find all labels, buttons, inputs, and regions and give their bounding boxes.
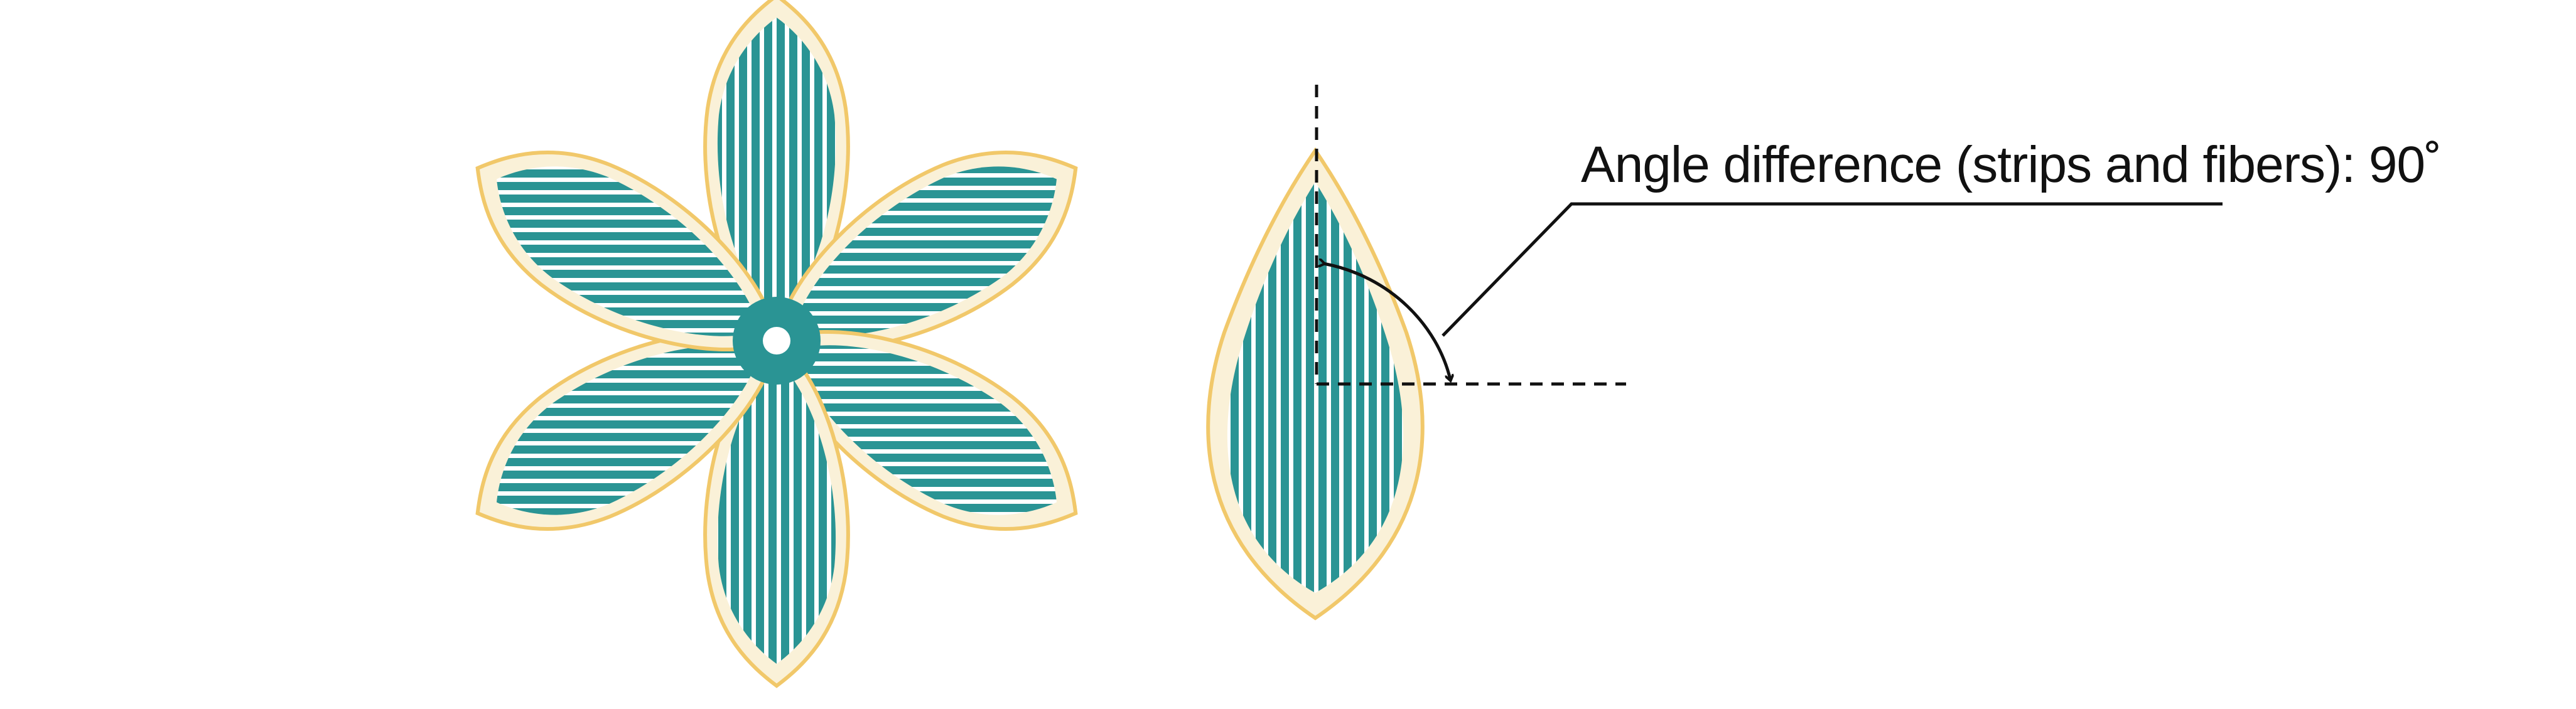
angle-guides <box>1315 85 2223 386</box>
angle-arc-double-arrow <box>1323 264 1450 380</box>
six-petal-flower <box>442 0 1112 686</box>
annotation-leader-line <box>1442 202 2223 337</box>
angle-difference-label: Angle difference (strips and fibers): 90… <box>1581 136 2441 193</box>
flower-center-hole <box>763 327 790 354</box>
